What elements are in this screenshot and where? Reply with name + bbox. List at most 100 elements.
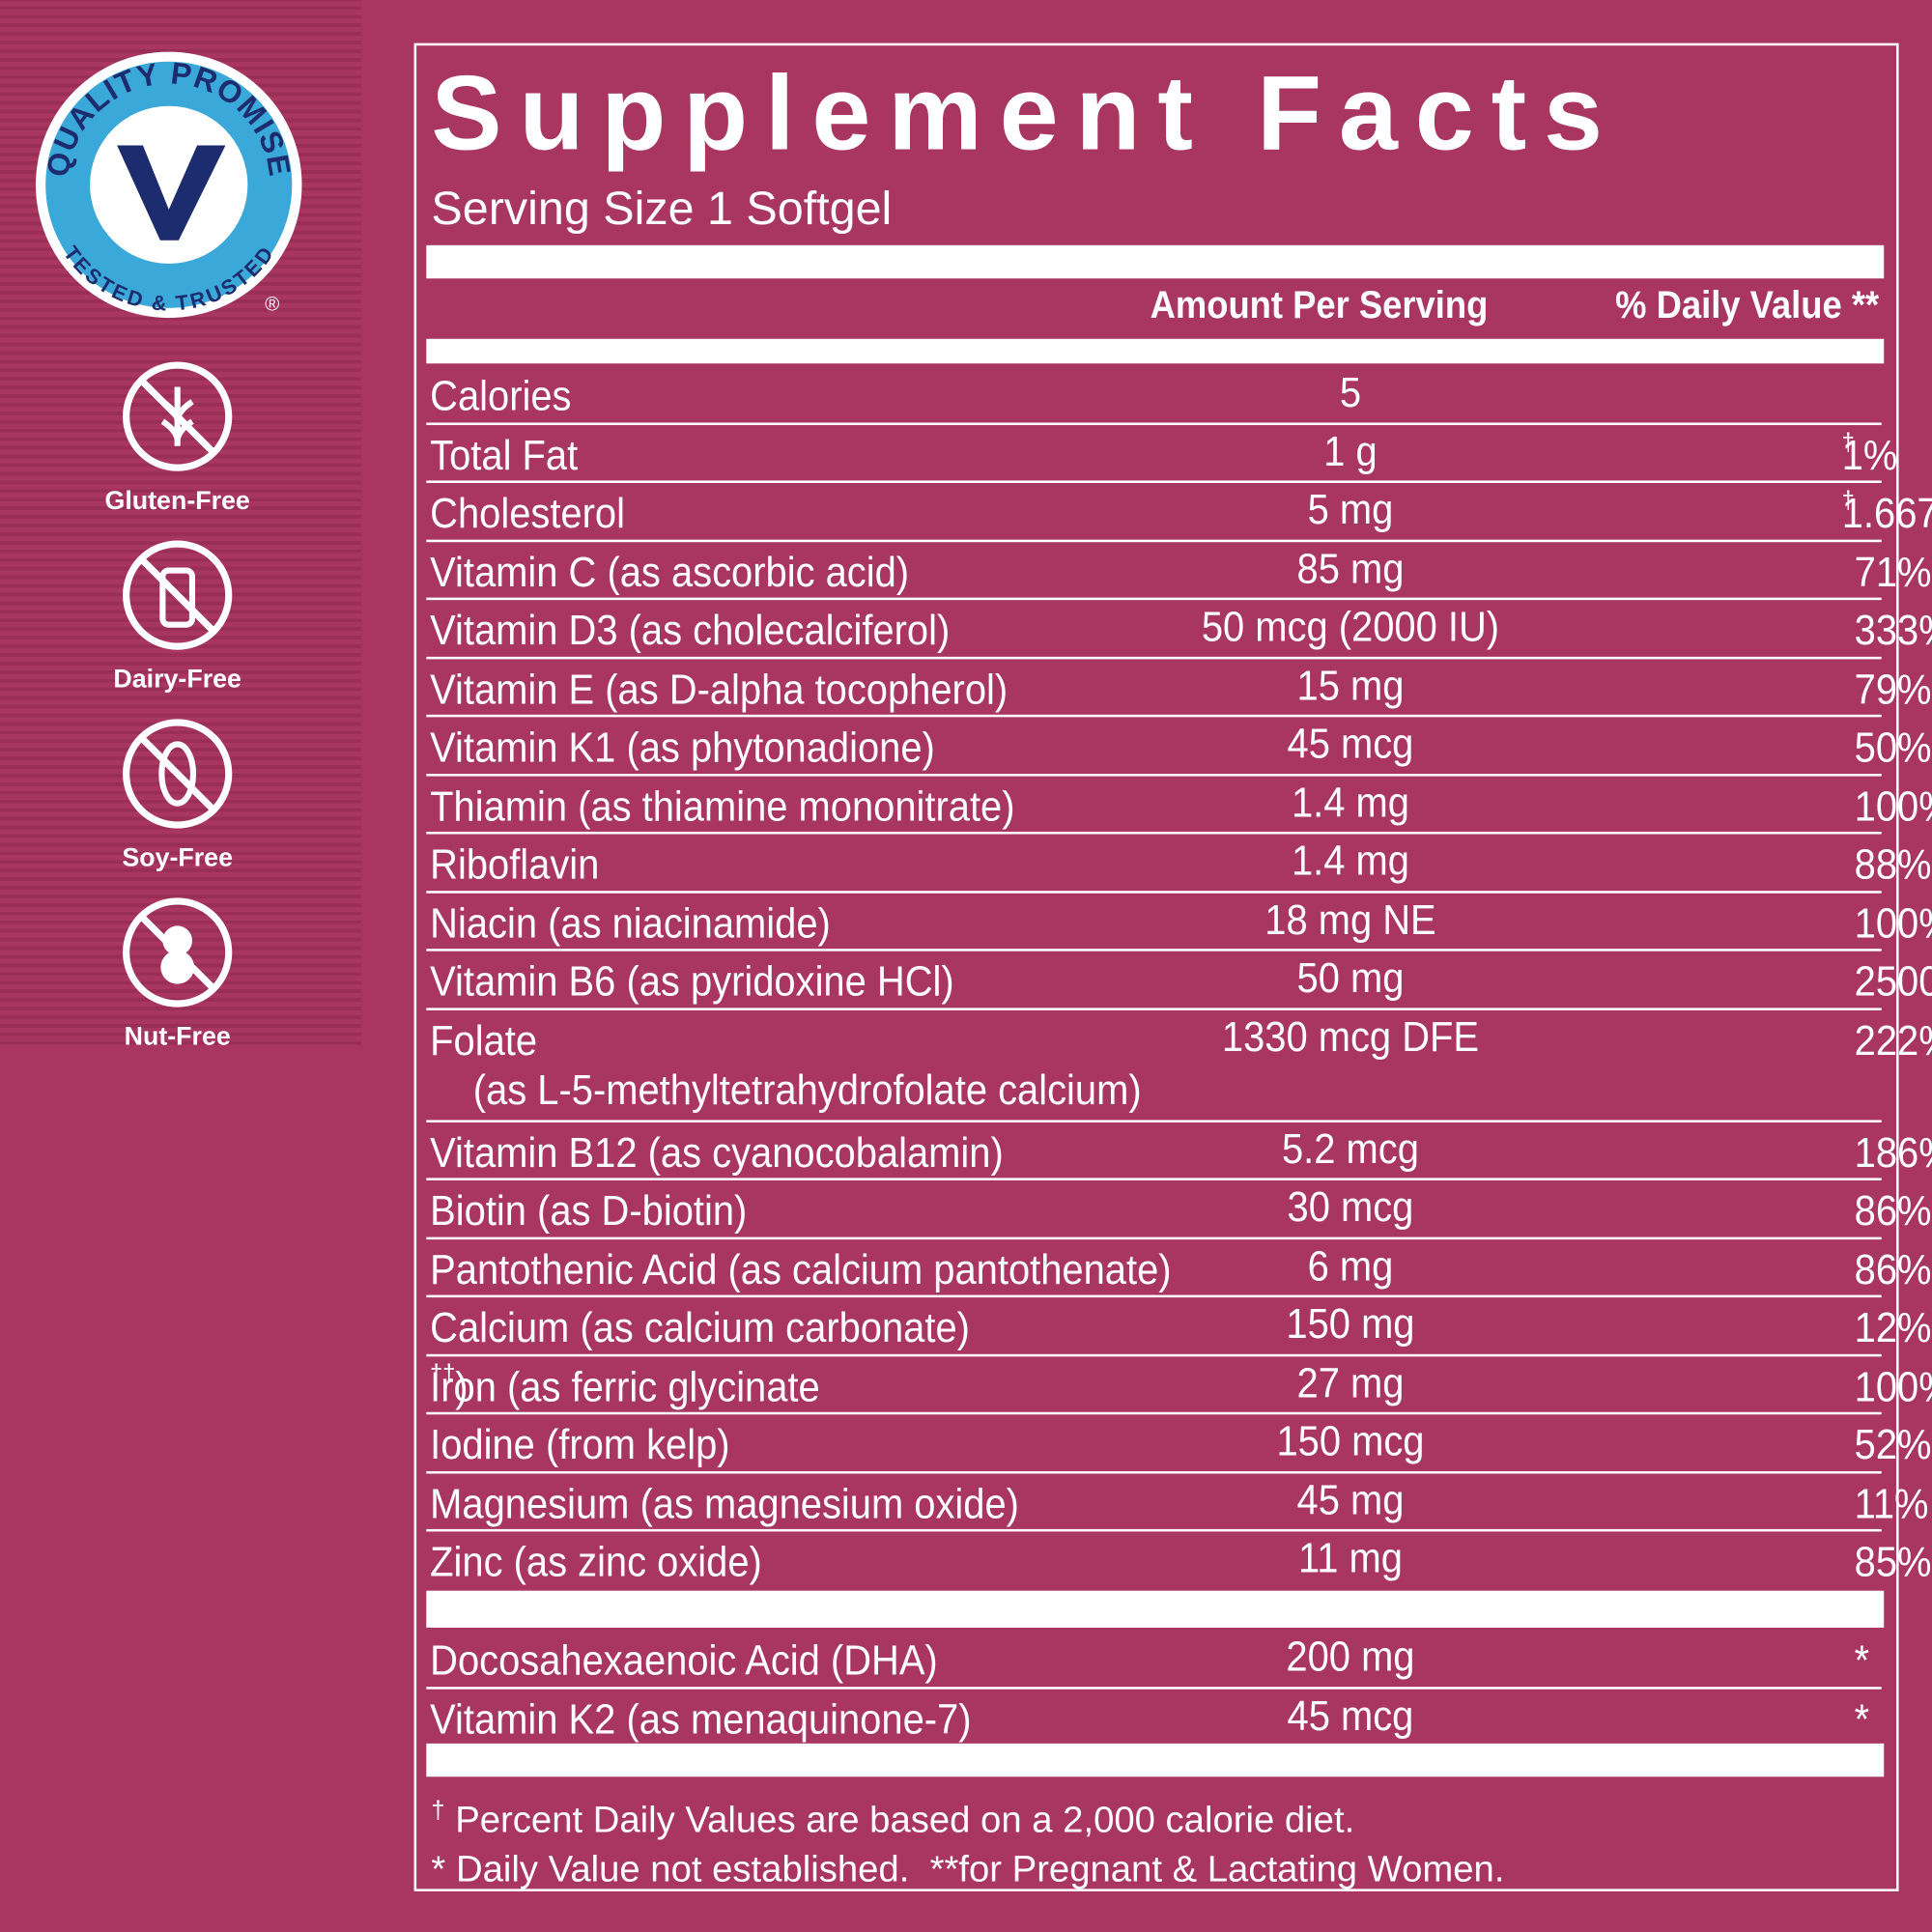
nutrient-row: Vitamin B12 (as cyanocobalamin) 5.2 mcg 18… — [426, 1122, 1932, 1180]
nutrient-row: Magnesium (as magnesium oxide) 45 mg 11% — [426, 1473, 1929, 1532]
icon-graphic — [123, 719, 233, 829]
diet-icon: Nut-Free — [91, 884, 264, 1053]
nutrient-row: Total Fat 1 g 1% † — [426, 424, 1898, 483]
dv-text: * — [1854, 1637, 1870, 1685]
divider — [426, 244, 1885, 279]
amount: 150 mcg — [1276, 1418, 1425, 1465]
icon-label: Soy-Free — [122, 843, 233, 873]
dv-text: 100% — [1854, 782, 1932, 831]
dv-text: 1% — [1841, 432, 1898, 479]
serving-size: Serving Size 1 Softgel — [431, 184, 893, 236]
nutrient-row: Vitamin E (as D-alpha tocopherol) 15 mg 79… — [426, 659, 1932, 718]
name-text: Docosahexaenoic Acid (DHA) — [430, 1637, 938, 1685]
name-text: Zinc (as zinc oxide) — [430, 1539, 762, 1586]
amount: 5.2 mcg — [1281, 1125, 1419, 1173]
dv-text: 2500% — [1854, 958, 1932, 1006]
dv-text: 50% — [1854, 724, 1932, 772]
amount: 45 mcg — [1287, 1691, 1414, 1740]
dv-text: 333% — [1854, 607, 1932, 655]
dv-mark: † — [1841, 487, 1855, 515]
amount: 1.4 mg — [1291, 779, 1409, 827]
supplement-facts: Supplement Facts Serving Size 1 Softgel … — [413, 43, 1932, 1891]
dv-text: 222% — [1854, 1016, 1932, 1065]
nutrient-row: Riboflavin 1.4 mg 88% — [426, 835, 1932, 894]
dv-text: 100% — [1854, 899, 1932, 948]
amount: 5 — [1339, 369, 1362, 417]
nutrient-row: Vitamin D3 (as cholecalciferol) 50 mcg (2… — [426, 600, 1932, 659]
name-text: Vitamin B12 (as cyanocobalamin) — [430, 1129, 1004, 1177]
nutrient-row: Cholesterol 5 mg 1.667%† — [426, 483, 1932, 542]
footnote-text: Percent Daily Values are based on a 2,00… — [444, 1800, 1355, 1841]
daily-value: 1.667%† — [1841, 487, 1932, 537]
daily-value: 1% † — [1841, 428, 1898, 478]
divider — [426, 1590, 1885, 1628]
dv-header: % Daily Value ** — [1615, 283, 1880, 327]
amount: 1 g — [1323, 428, 1378, 475]
amount: 18 mg NE — [1264, 895, 1436, 944]
icon-graphic — [123, 361, 233, 471]
dv-mark: † — [1841, 429, 1855, 457]
amount-header: Amount Per Serving — [1150, 283, 1489, 327]
amount: 5 mg — [1307, 486, 1394, 534]
name-mark: †† — [430, 1360, 456, 1388]
nutrient-row: Pantothenic Acid (as calcium pantothenat… — [426, 1239, 1932, 1298]
name-text: Vitamin B6 (as pyridoxine HCl) — [430, 958, 954, 1006]
dv-text: * — [1854, 1695, 1870, 1744]
amount: 150 mg — [1286, 1300, 1415, 1349]
amount: 11 mg — [1297, 1535, 1403, 1582]
dv-text: 86% — [1854, 1246, 1932, 1293]
dv-text: 79% — [1854, 666, 1932, 713]
name-text: Biotin (as D-biotin) — [430, 1187, 748, 1236]
nutrient-name: Iron (as ferric glycinate ††) — [430, 1360, 820, 1409]
nutrient-row: Vitamin K1 (as phytonadione) 45 mcg 50% — [426, 717, 1932, 776]
footnote: * Daily Value not established. **for Pre… — [431, 1846, 1504, 1895]
amount: 30 mcg — [1287, 1183, 1414, 1232]
amount: 15 mg — [1296, 662, 1405, 710]
nutrient-row: Iron (as ferric glycinate††) 27 mg 100% — [426, 1356, 1932, 1415]
nutrient-rows: Calories 5 Total Fat 1 g 1% † Cholesterol 5 mg 1… — [426, 366, 1932, 1588]
title: Supplement Facts — [431, 54, 1620, 173]
amount: 45 mg — [1296, 1476, 1405, 1524]
name-text: Riboflavin — [430, 841, 600, 889]
dv-text: 88% — [1854, 841, 1932, 889]
nutrient-row: Docosahexaenoic Acid (DHA) 200 mg * — [426, 1630, 1882, 1690]
name-text: Vitamin K1 (as phytonadione) — [430, 724, 935, 772]
nutrient-row: Calories 5 — [426, 366, 1882, 425]
amount: 50 mg — [1296, 954, 1405, 1002]
badge-strip: QUALITY PROMISE TESTED & TRUSTED ® Glute… — [0, 0, 361, 1051]
amount: 200 mg — [1286, 1634, 1415, 1681]
nutrient-row: Vitamin K2 (as menaquinone-7) 45 mcg * — [426, 1689, 1881, 1745]
name-text: Magnesium (as magnesium oxide) — [430, 1480, 1019, 1527]
diet-icon: Soy-Free — [91, 705, 264, 874]
divider — [426, 338, 1885, 364]
icon-graphic — [123, 540, 233, 650]
amount: 50 mcg (2000 IU) — [1201, 603, 1500, 651]
nutrient-detail: (as L-5-methyltetrahydrofolate calcium) — [472, 1065, 1142, 1114]
divider — [426, 1743, 1885, 1777]
footnote-text: * Daily Value not established. **for Pre… — [431, 1849, 1505, 1890]
nutrient-row: Zinc (as zinc oxide) 11 mg 85% — [426, 1531, 1931, 1587]
icon-label: Dairy-Free — [113, 665, 242, 695]
name-text: Niacin (as niacinamide) — [430, 899, 831, 948]
nutrient-row: Niacin (as niacinamide) 18 mg NE 100% — [426, 893, 1932, 952]
name-text: Thiamin (as thiamine mononitrate) — [430, 782, 1015, 831]
amount: 1.4 mg — [1291, 838, 1409, 885]
nutrient-row: Biotin (as D-biotin) 30 mcg 86% — [426, 1180, 1932, 1239]
dv-text: 71% — [1854, 549, 1932, 596]
icon-label: Nut-Free — [124, 1022, 231, 1052]
footnote-mark: † — [431, 1797, 445, 1826]
amount: 45 mcg — [1287, 721, 1414, 768]
name-text: Vitamin K2 (as menaquinone-7) — [430, 1695, 972, 1744]
icon-graphic — [123, 897, 233, 1008]
name-text: Iodine (from kelp) — [430, 1421, 730, 1469]
name-text: Pantothenic Acid (as calcium pantothenat… — [430, 1246, 1172, 1293]
nutrient-row: Iodine (from kelp) 150 mcg 52% — [426, 1414, 1932, 1473]
name-text: Calcium (as calcium carbonate) — [430, 1304, 970, 1352]
dv-text: 100% — [1854, 1363, 1932, 1410]
name-text: Total Fat — [430, 432, 579, 479]
registered-mark: ® — [265, 294, 279, 315]
dv-text: 11% — [1854, 1480, 1929, 1527]
name-text: Cholesterol — [430, 490, 625, 538]
